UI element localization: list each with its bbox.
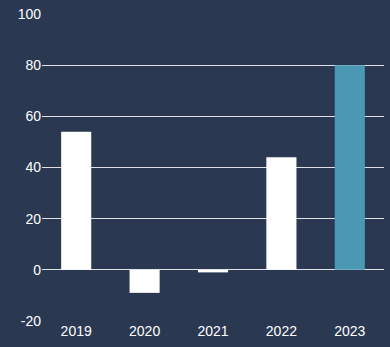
svg-text:2022: 2022 [266,323,297,339]
svg-text:60: 60 [25,108,41,124]
svg-text:2019: 2019 [61,323,92,339]
svg-text:2021: 2021 [197,323,228,339]
svg-text:2023: 2023 [334,323,365,339]
svg-text:80: 80 [25,57,41,73]
svg-text:2020: 2020 [129,323,160,339]
svg-text:20: 20 [25,211,41,227]
svg-text:100: 100 [18,6,42,22]
svg-text:40: 40 [25,159,41,175]
svg-text:0: 0 [33,262,41,278]
svg-text:-20: -20 [21,313,41,329]
